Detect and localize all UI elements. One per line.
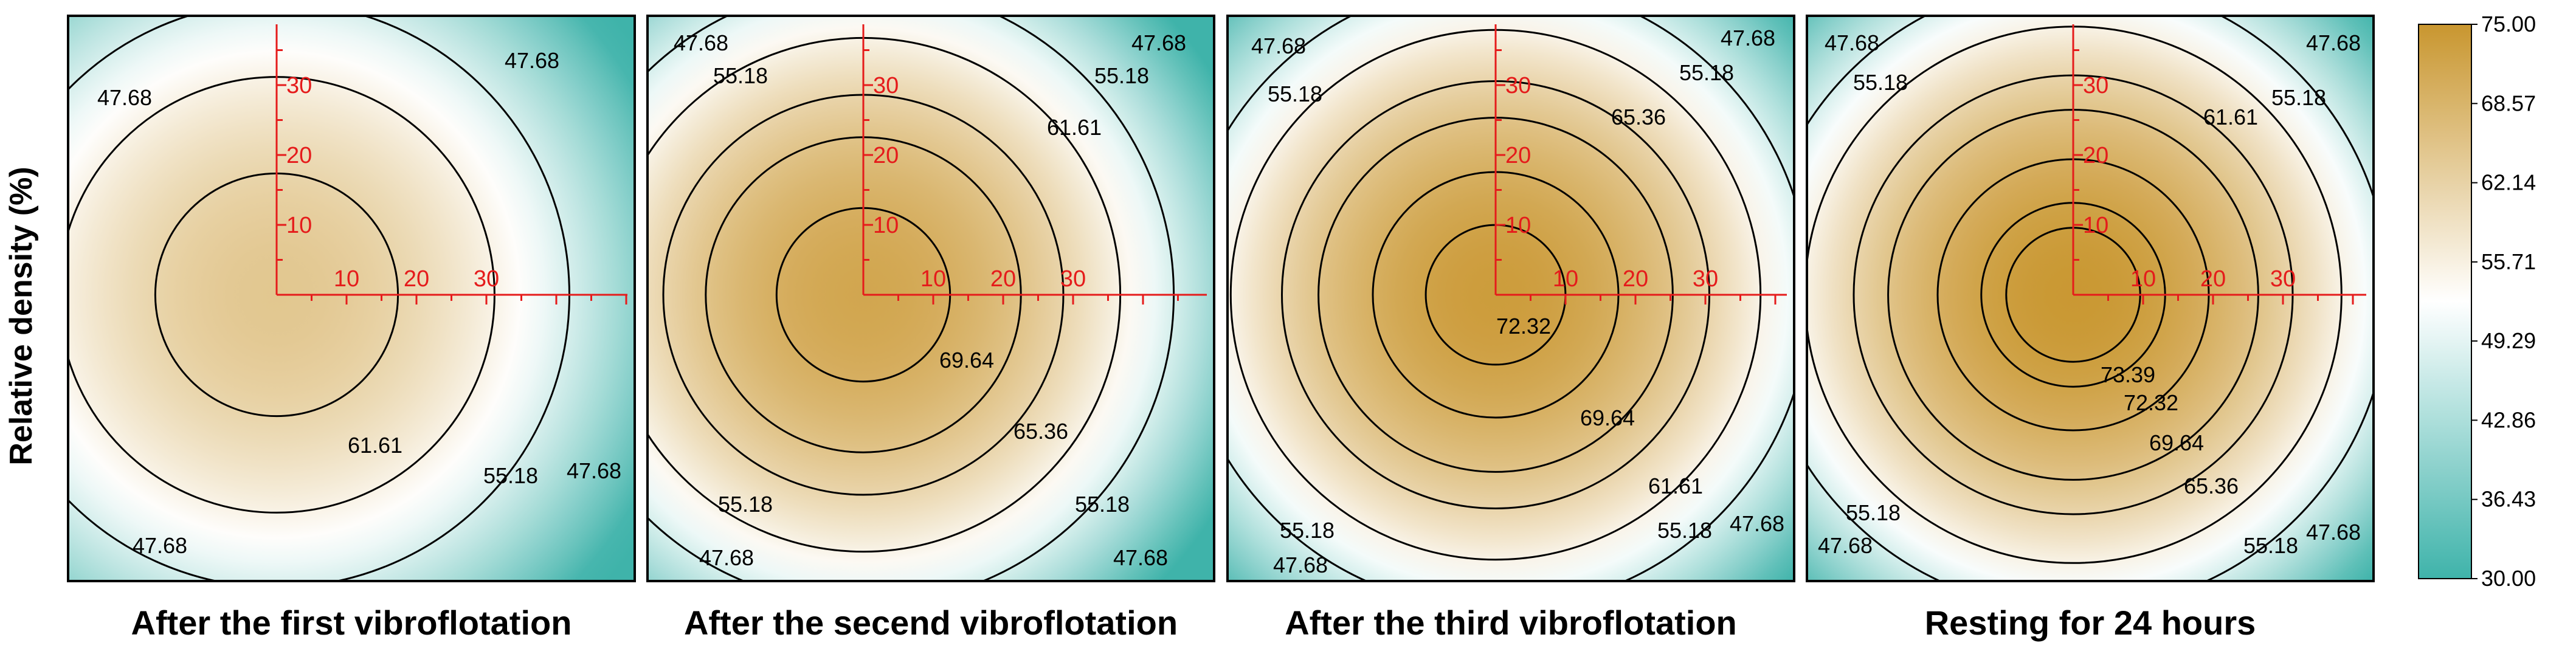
x-tick-label: 10 xyxy=(334,266,359,292)
contour-label: 55.18 xyxy=(483,463,538,488)
x-tick-label: 30 xyxy=(1060,266,1086,292)
y-tick-label: 10 xyxy=(2083,213,2108,238)
contour-label: 47.68 xyxy=(1825,30,1879,55)
radial-axes: 10 10 20 20 30 30 xyxy=(275,24,627,305)
colorbar-tick-label: 49.29 xyxy=(2481,328,2536,353)
x-tick-label: 20 xyxy=(404,266,429,292)
contour-label: 47.68 xyxy=(567,458,621,483)
radial-axes: 10 10 20 20 30 30 xyxy=(1494,24,1787,305)
y-tick-label: 10 xyxy=(286,213,312,238)
colorbar-gradient xyxy=(2418,24,2472,579)
x-tick-label: 30 xyxy=(474,266,499,292)
contour-label: 65.36 xyxy=(1611,105,1666,129)
panel-4: 10 10 20 20 30 30 47.68 55.18 47.68 55.18 61.… xyxy=(1806,15,2375,642)
y-tick-label: 30 xyxy=(286,73,312,98)
contour-label: 69.64 xyxy=(1580,405,1635,430)
x-tick-label: 30 xyxy=(1693,266,1718,292)
contour-label: 55.18 xyxy=(1853,70,1908,95)
x-tick-label: 10 xyxy=(2130,266,2156,292)
y-tick-label: 20 xyxy=(1505,143,1531,168)
contour-label: 47.68 xyxy=(1273,552,1328,577)
contour-label: 73.39 xyxy=(2101,362,2155,387)
x-tick-label: 20 xyxy=(1623,266,1648,292)
contour-label: 55.18 xyxy=(1679,60,1734,85)
heatmap-field xyxy=(1228,16,1794,581)
contour-label: 47.68 xyxy=(1251,33,1306,58)
y-tick-label: 20 xyxy=(2083,143,2108,168)
x-tick-label: 20 xyxy=(2200,266,2226,292)
contour-label: 47.68 xyxy=(1730,511,1784,536)
contour-label: 47.68 xyxy=(1131,30,1186,55)
colorbar-tick-label: 75.00 xyxy=(2481,12,2536,36)
y-tick-label: 10 xyxy=(873,213,899,238)
panel-title: After the secend vibroflotation xyxy=(684,604,1178,642)
colorbar-tick-label: 30.00 xyxy=(2481,566,2536,591)
contour-label: 47.68 xyxy=(133,533,187,558)
x-tick-label: 20 xyxy=(990,266,1016,292)
panel-title: After the first vibroflotation xyxy=(131,604,572,642)
y-tick-label: 20 xyxy=(873,143,899,168)
contour-label: 55.18 xyxy=(1846,500,1901,525)
contour-label: 72.32 xyxy=(1496,314,1551,339)
panel-title: Resting for 24 hours xyxy=(1925,604,2256,642)
contour-label: 61.61 xyxy=(1047,115,1102,140)
colorbar-tick-label: 62.14 xyxy=(2481,170,2536,195)
contour-label: 55.18 xyxy=(713,63,768,88)
x-tick-label: 30 xyxy=(2270,266,2296,292)
panel-frame xyxy=(1226,15,1795,582)
panel-title: After the third vibroflotation xyxy=(1285,604,1737,642)
contour-label: 55.18 xyxy=(718,492,773,517)
contour-label: 61.61 xyxy=(1648,473,1703,498)
x-tick-label: 10 xyxy=(920,266,946,292)
colorbar-tick-label: 42.86 xyxy=(2481,407,2536,432)
contour-label: 65.36 xyxy=(2184,473,2239,498)
contour-label: 55.18 xyxy=(2243,533,2298,558)
y-tick-label: 30 xyxy=(1505,73,1531,98)
contour-label: 55.18 xyxy=(1268,81,1322,106)
contour-label: 69.64 xyxy=(939,348,994,373)
contour-label: 55.18 xyxy=(2271,85,2326,110)
panel-frame xyxy=(646,15,1215,582)
contour-label: 47.68 xyxy=(2306,520,2361,545)
y-axis-label: Relative density (%) xyxy=(4,167,39,465)
contour-label: 47.68 xyxy=(1113,545,1168,570)
contour-label: 47.68 xyxy=(1721,26,1775,50)
contour-label: 65.36 xyxy=(1013,419,1068,444)
heatmap-field xyxy=(68,16,635,581)
panel-2: 10 10 20 20 30 30 47.68 55.18 47.68 55.18 61.… xyxy=(646,15,1215,642)
radial-axes: 10 10 20 20 30 30 xyxy=(2072,24,2366,305)
radial-axes: 10 10 20 20 30 30 xyxy=(862,24,1207,305)
colorbar: 75.00 68.57 62.14 55.71 49.29 42.86 36.43 30.00 xyxy=(2418,12,2536,591)
contour-label: 47.68 xyxy=(2306,30,2361,55)
contour-label: 47.68 xyxy=(674,30,728,55)
contour-label: 55.18 xyxy=(1094,63,1149,88)
contour-label: 47.68 xyxy=(1818,533,1873,558)
contour-label: 47.68 xyxy=(699,545,754,570)
panel-1: 10 10 20 20 30 30 47.68 47.68 61.61 55.18 47.… xyxy=(67,15,636,642)
y-tick-label: 30 xyxy=(873,73,899,98)
contour-label: 55.18 xyxy=(1657,518,1712,543)
colorbar-tick-label: 55.71 xyxy=(2481,249,2536,274)
contour-label: 55.18 xyxy=(1280,518,1335,543)
contour-label: 72.32 xyxy=(2124,390,2178,415)
y-tick-label: 30 xyxy=(2083,73,2108,98)
colorbar-ticks: 75.00 68.57 62.14 55.71 49.29 42.86 36.43 30.00 xyxy=(2471,12,2536,591)
y-tick-label: 20 xyxy=(286,143,312,168)
panel-3: 10 10 20 20 30 30 47.68 55.18 47.68 55.18 65.… xyxy=(1226,15,1795,642)
contour-label: 61.61 xyxy=(2203,105,2258,129)
colorbar-tick-label: 68.57 xyxy=(2481,91,2536,115)
x-tick-label: 10 xyxy=(1553,266,1578,292)
colorbar-tick-label: 36.43 xyxy=(2481,487,2536,512)
contour-label: 55.18 xyxy=(1075,492,1130,517)
contour-label: 61.61 xyxy=(348,433,402,458)
panel-frame xyxy=(1806,15,2375,582)
contour-label: 69.64 xyxy=(2149,430,2204,455)
contour-label: 47.68 xyxy=(505,48,559,73)
panel-frame xyxy=(67,15,636,582)
y-tick-label: 10 xyxy=(1505,213,1531,238)
contour-label: 47.68 xyxy=(97,85,152,110)
